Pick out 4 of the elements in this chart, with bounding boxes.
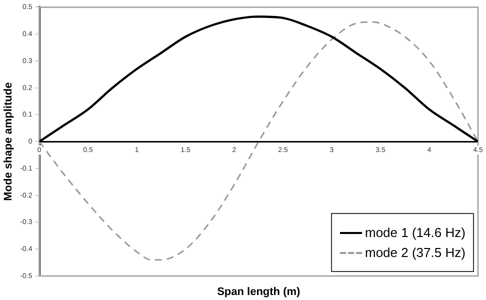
y-axis-title: Mode shape amplitude [2, 82, 15, 201]
legend-label: mode 2 (37.5 Hz) [365, 245, 466, 260]
legend-label: mode 1 (14.6 Hz) [365, 225, 466, 240]
x-axis-title: Span length (m) [217, 286, 301, 298]
